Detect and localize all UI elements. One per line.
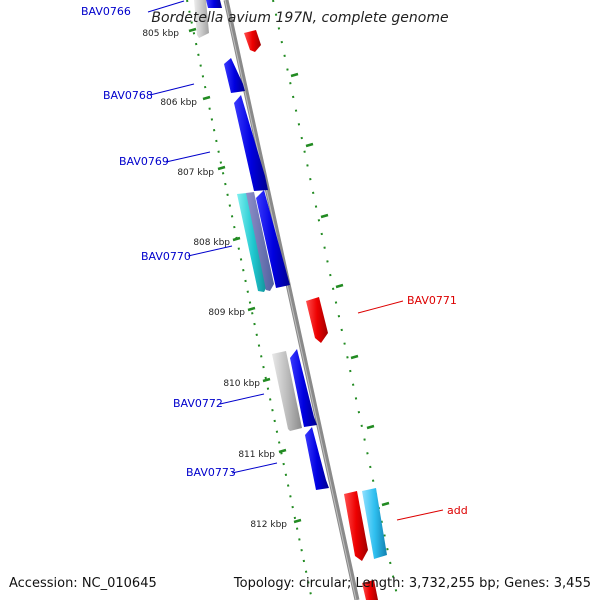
gene-arrow-red-top[interactable] xyxy=(244,30,261,52)
tick-812 xyxy=(293,518,302,524)
accession-label: Accession: NC_010645 xyxy=(9,576,157,591)
genome-summary: Topology: circular; Length: 3,732,255 bp… xyxy=(233,576,591,591)
outer-tick xyxy=(305,142,314,148)
gene-arrow-gray-mid[interactable] xyxy=(272,351,302,431)
gene-arrow-bav0768[interactable] xyxy=(224,58,245,93)
scale-label: 812 kbp xyxy=(250,520,287,530)
gene-arrow-add-red[interactable] xyxy=(344,491,368,561)
tick-810 xyxy=(262,377,271,383)
gene-label-bav0768[interactable]: BAV0768 xyxy=(103,89,153,102)
scale-label: 811 kbp xyxy=(238,450,275,460)
outer-tick xyxy=(350,354,359,360)
tick-805 xyxy=(188,27,197,33)
leader-bav0768 xyxy=(149,83,195,96)
leader-bav0772 xyxy=(219,393,265,405)
label-leaders xyxy=(147,0,444,521)
tick-806 xyxy=(202,95,211,101)
scale-ticks xyxy=(188,27,302,524)
gene-arrow-bottom-red[interactable] xyxy=(362,580,378,600)
tick-809 xyxy=(247,306,256,312)
gene-label-bav0769[interactable]: BAV0769 xyxy=(119,155,169,168)
outer-tick xyxy=(366,424,375,430)
gene-label-bav0766[interactable]: BAV0766 xyxy=(81,5,131,18)
leader-bav0766 xyxy=(147,0,185,13)
leader-bav0769 xyxy=(165,151,211,163)
gene-label-add[interactable]: add xyxy=(447,504,468,517)
genome-backbone xyxy=(223,0,360,600)
gene-label-bav0773[interactable]: BAV0773 xyxy=(186,466,236,479)
leader-bav0771 xyxy=(357,300,404,314)
map-title: Bordetella avium 197N, complete genome xyxy=(151,10,448,26)
gene-arrow-gray-top[interactable] xyxy=(194,0,209,38)
scale-label: 808 kbp xyxy=(193,238,230,248)
gene-arrow-bav0770[interactable] xyxy=(256,190,290,288)
scale-label: 809 kbp xyxy=(208,308,245,318)
leader-add xyxy=(396,509,444,521)
leader-bav0773 xyxy=(231,462,278,474)
outer-tick xyxy=(290,72,299,78)
gene-arrow-bav0770-steel[interactable] xyxy=(246,192,274,291)
outer-minor-ticks xyxy=(290,72,390,507)
scale-label: 807 kbp xyxy=(177,168,214,178)
scale-label: 806 kbp xyxy=(160,98,197,108)
gene-arrow-bav0770-cyan[interactable] xyxy=(237,193,269,292)
gene-arrow-bav0771[interactable] xyxy=(306,297,328,343)
gene-arrow-add[interactable] xyxy=(362,488,387,559)
scale-label: 810 kbp xyxy=(223,379,260,389)
outer-tick xyxy=(320,213,329,219)
leader-bav0770 xyxy=(187,245,233,257)
gene-arrow-bav0766[interactable] xyxy=(206,0,222,8)
gene-arrow-bav0773[interactable] xyxy=(305,427,329,490)
outer-tick xyxy=(335,283,344,289)
scale-label: 805 kbp xyxy=(142,29,179,39)
tick-807 xyxy=(217,165,226,171)
gene-label-bav0772[interactable]: BAV0772 xyxy=(173,397,223,410)
gene-features xyxy=(194,0,387,600)
genome-backbone-highlight xyxy=(224,0,357,600)
tick-811 xyxy=(278,448,287,454)
gene-arrow-bav0772[interactable] xyxy=(290,349,317,427)
outer-tick xyxy=(381,501,390,507)
gene-label-bav0770[interactable]: BAV0770 xyxy=(141,250,191,263)
gene-label-bav0771[interactable]: BAV0771 xyxy=(407,294,457,307)
gene-arrow-bav0769[interactable] xyxy=(234,95,268,191)
tick-808 xyxy=(232,236,241,242)
